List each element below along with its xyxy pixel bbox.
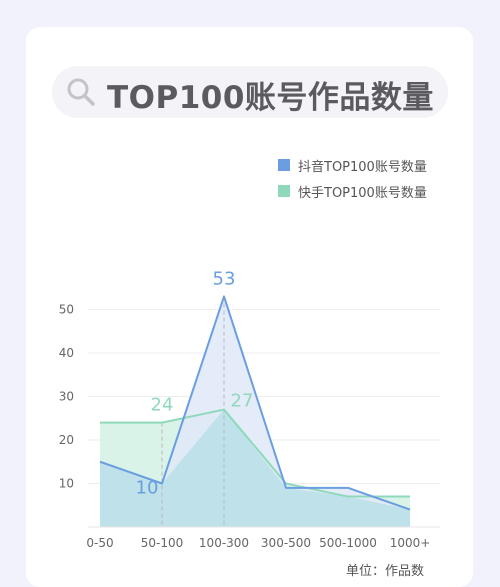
douyin-line xyxy=(99,295,411,511)
legend-item-kuaishou: 快手TOP100账号数量 xyxy=(278,179,427,203)
x-tick-label: 1000+ xyxy=(390,536,431,550)
y-tick-label: 40 xyxy=(59,346,74,360)
x-tick-label: 300-500 xyxy=(261,536,311,550)
axes: 10 20 30 40 50 0-50 50-100 100-300 300-500 500-10… xyxy=(59,303,440,550)
legend: 抖音TOP100账号数量 快手TOP100账号数量 xyxy=(278,153,427,205)
legend-label-douyin: 抖音TOP100账号数量 xyxy=(298,159,427,175)
y-tick-label: 20 xyxy=(59,433,74,447)
douyin-data-label: 53 xyxy=(213,268,236,289)
legend-swatch-kuaishou xyxy=(278,185,290,197)
legend-label-kuaishou: 快手TOP100账号数量 xyxy=(298,185,427,201)
x-tick-label: 100-300 xyxy=(199,536,249,550)
y-tick-label: 10 xyxy=(59,477,74,491)
y-tick-label: 50 xyxy=(59,303,74,317)
x-tick-label: 500-1000 xyxy=(319,536,377,550)
search-icon xyxy=(66,77,96,107)
kuaishou-data-label: 24 xyxy=(151,395,174,416)
douyin-data-label: 10 xyxy=(136,478,159,499)
chart-title: TOP100账号作品数量 xyxy=(107,80,434,116)
kuaishou-data-label: 27 xyxy=(231,391,254,412)
legend-item-douyin: 抖音TOP100账号数量 xyxy=(278,153,427,177)
kuaishou-line xyxy=(100,408,410,498)
guide-lines xyxy=(161,296,225,527)
title-bar: TOP100账号作品数量 xyxy=(52,66,448,118)
series-lines xyxy=(99,295,411,511)
y-tick-label: 30 xyxy=(59,390,74,404)
legend-swatch-douyin xyxy=(278,159,290,171)
x-tick-label: 50-100 xyxy=(141,536,184,550)
unit-label: 单位：作品数 xyxy=(346,564,425,579)
data-labels: 10 53 24 27 xyxy=(136,268,254,498)
x-tick-label: 0-50 xyxy=(86,536,113,550)
overlap-area xyxy=(100,409,410,527)
